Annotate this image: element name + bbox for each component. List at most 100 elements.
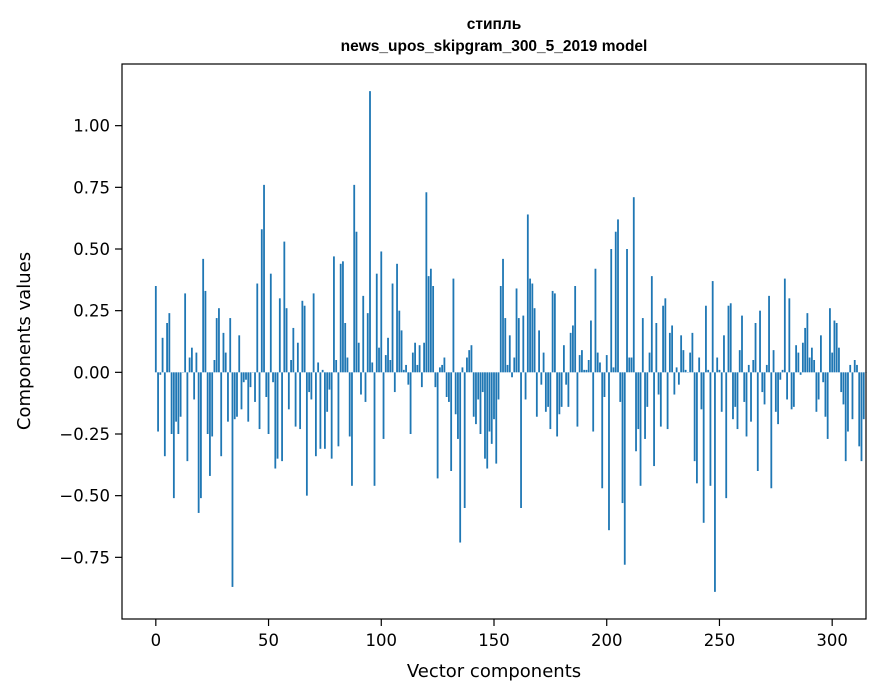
- bar-119: [423, 342, 426, 373]
- bar-205: [617, 219, 619, 373]
- bar-197: [599, 362, 601, 373]
- bar-110: [402, 369, 405, 373]
- bar-196: [596, 352, 599, 373]
- bar-180: [560, 372, 563, 407]
- bar-5: [166, 323, 168, 373]
- y-tick-label: 0.50: [73, 240, 110, 259]
- bar-313: [860, 372, 863, 462]
- bar-52: [272, 372, 274, 383]
- bar-184: [569, 332, 572, 373]
- bar-65: [301, 300, 304, 373]
- y-axis-label: Components values: [14, 252, 35, 430]
- bar-152: [497, 372, 500, 400]
- bar-40: [245, 372, 247, 380]
- bar-297: [824, 372, 827, 417]
- bar-55: [278, 298, 281, 373]
- bar-234: [682, 350, 685, 373]
- chart-title-line2: news_upos_skipgram_300_5_2019 model: [341, 38, 648, 55]
- bar-44: [254, 372, 256, 402]
- bar-51: [269, 273, 272, 373]
- bar-125: [436, 372, 439, 479]
- bar-99: [378, 347, 380, 373]
- bar-230: [673, 372, 676, 395]
- bar-118: [420, 372, 423, 388]
- bar-81: [337, 372, 340, 447]
- bar-195: [594, 268, 597, 373]
- bar-109: [400, 330, 403, 373]
- bar-301: [833, 320, 836, 373]
- bar-218: [646, 372, 649, 407]
- bar-17: [193, 372, 196, 400]
- bar-127: [441, 364, 444, 373]
- bar-186: [574, 286, 577, 373]
- bar-208: [623, 372, 626, 565]
- bar-238: [691, 332, 694, 373]
- bar-249: [716, 357, 719, 373]
- bar-145: [481, 372, 484, 393]
- bar-161: [517, 318, 520, 373]
- bar-20: [200, 372, 202, 499]
- bar-75: [324, 372, 326, 449]
- bar-217: [644, 372, 646, 439]
- bar-174: [547, 372, 550, 407]
- bar-165: [526, 214, 529, 373]
- bar-281: [788, 298, 791, 373]
- bar-235: [684, 369, 687, 373]
- x-tick-label: 100: [366, 631, 398, 650]
- bar-107: [396, 263, 398, 373]
- bar-100: [380, 251, 383, 373]
- plot-area: [122, 64, 866, 619]
- bar-94: [366, 313, 369, 373]
- bar-46: [258, 372, 261, 430]
- bar-70: [312, 293, 315, 373]
- bar-253: [725, 372, 728, 499]
- bar-32: [227, 372, 229, 422]
- bar-243: [702, 372, 705, 523]
- bar-53: [274, 372, 277, 469]
- bar-219: [648, 352, 651, 373]
- bar-50: [267, 372, 270, 434]
- bar-279: [783, 278, 786, 373]
- bar-4: [163, 372, 166, 457]
- bar-37: [238, 335, 241, 373]
- bar-314: [862, 372, 865, 420]
- bar-182: [565, 372, 568, 385]
- bar-257: [734, 372, 737, 407]
- bar-270: [763, 372, 766, 405]
- bar-162: [520, 372, 522, 508]
- bar-264: [750, 372, 752, 422]
- bar-76: [326, 372, 329, 412]
- bar-63: [296, 342, 299, 373]
- bar-71: [314, 372, 317, 457]
- y-tick-label: 0.25: [73, 302, 110, 321]
- bar-233: [680, 335, 683, 373]
- bar-0: [154, 286, 157, 373]
- bar-255: [729, 303, 732, 373]
- bar-296: [822, 372, 825, 383]
- bar-16: [190, 347, 193, 373]
- bar-302: [835, 323, 838, 373]
- bar-292: [813, 360, 816, 373]
- bar-303: [838, 347, 840, 373]
- bar-268: [759, 310, 761, 373]
- bar-251: [720, 372, 723, 412]
- bar-56: [281, 372, 283, 462]
- bar-6: [168, 313, 171, 373]
- bar-112: [407, 372, 410, 385]
- bar-66: [303, 305, 306, 373]
- bar-277: [779, 372, 782, 380]
- bar-252: [723, 335, 725, 373]
- bar-111: [405, 364, 407, 373]
- bar-198: [601, 372, 604, 489]
- bar-31: [224, 352, 227, 373]
- bar-213: [635, 372, 637, 452]
- bar-98: [375, 273, 378, 373]
- bar-204: [614, 231, 617, 373]
- bar-280: [786, 372, 788, 400]
- bar-299: [829, 308, 831, 373]
- bar-240: [696, 372, 698, 484]
- bar-34: [231, 372, 234, 587]
- bar-300: [831, 352, 834, 373]
- x-tick-label: 200: [591, 631, 623, 650]
- bar-106: [393, 372, 396, 393]
